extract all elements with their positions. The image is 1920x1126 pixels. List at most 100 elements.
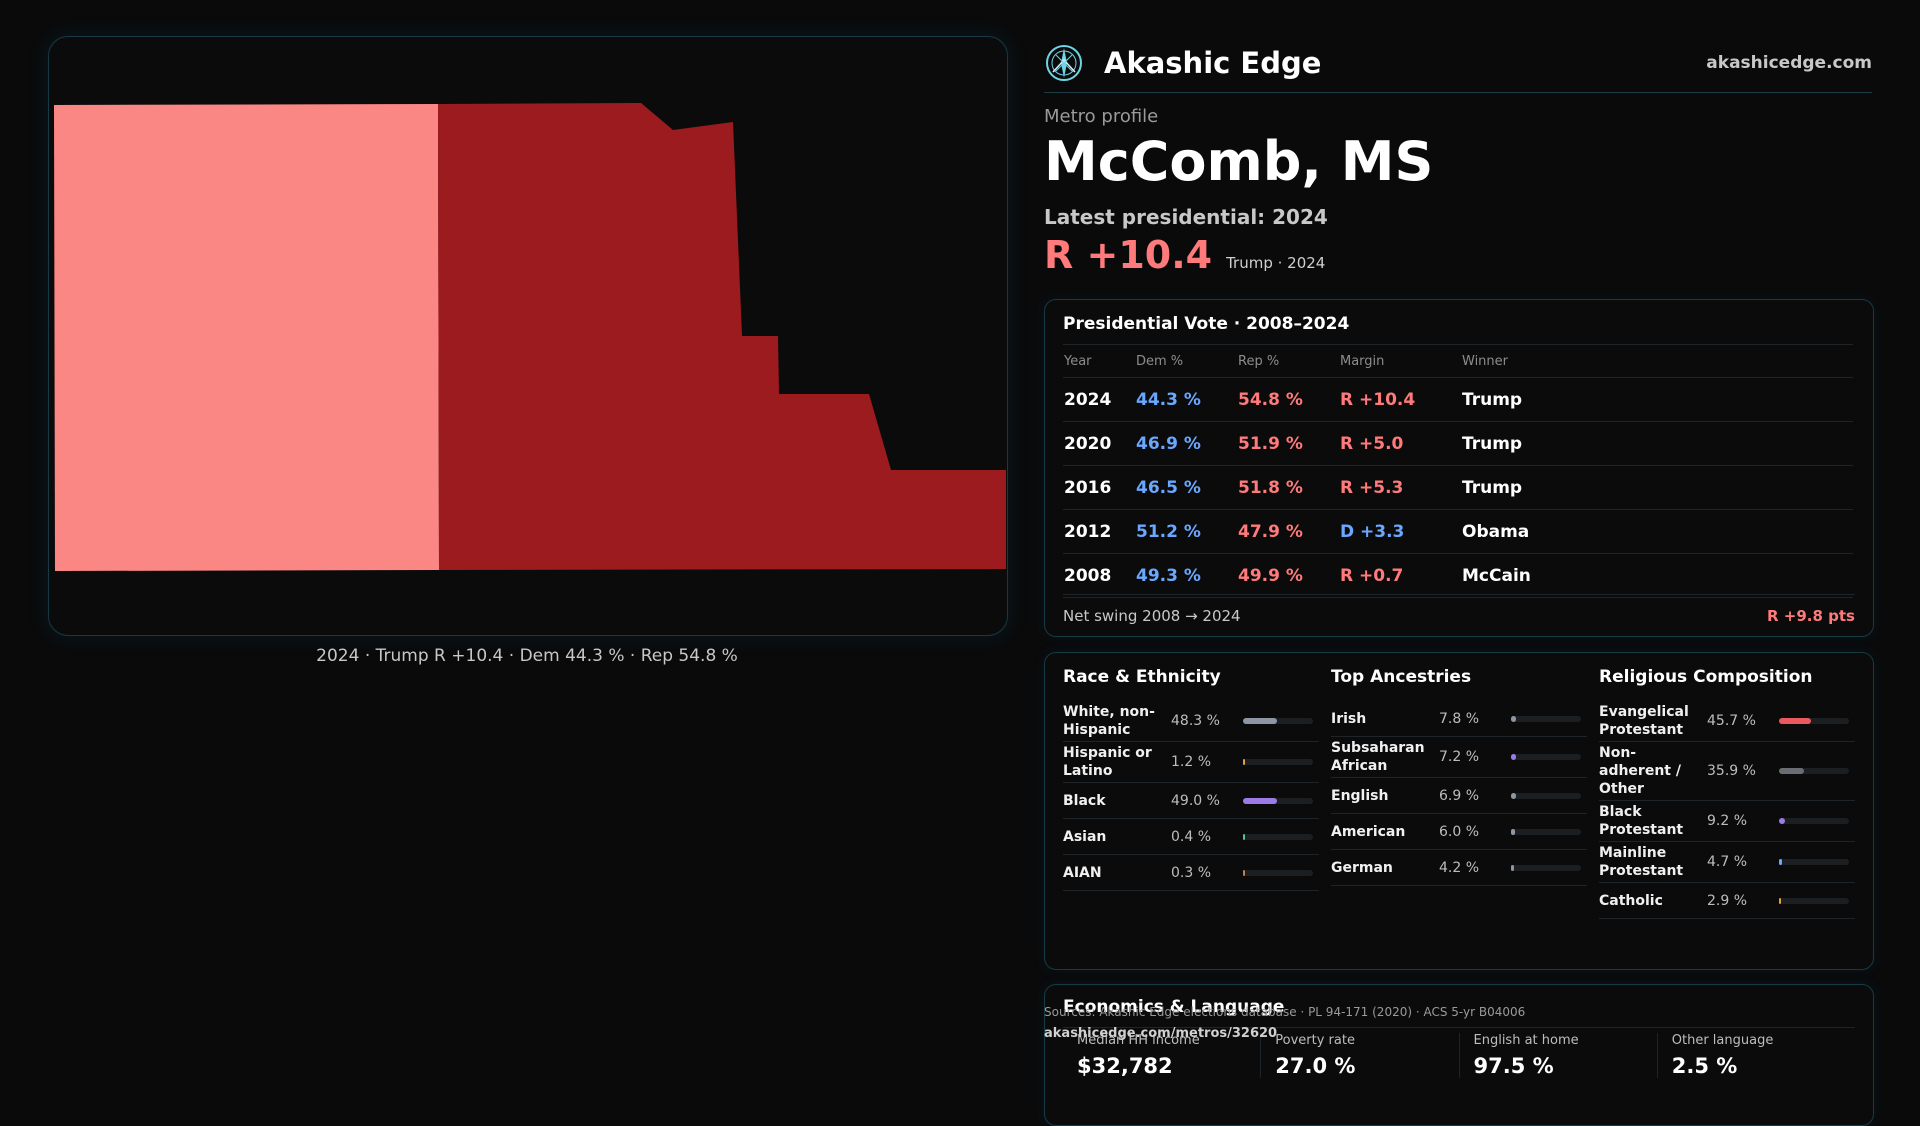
- item-percent: 0.4 %: [1171, 828, 1212, 845]
- county-shape-west[interactable]: [54, 104, 439, 571]
- item-bar: [1779, 818, 1849, 824]
- list-item: AIAN 0.3 %: [1063, 855, 1319, 891]
- table-row[interactable]: 2012 51.2 % 47.9 % D +3.3 Obama: [1063, 509, 1853, 554]
- item-bar: [1511, 754, 1581, 760]
- item-bar: [1779, 718, 1849, 724]
- item-bar-fill: [1511, 715, 1517, 722]
- list-item: Catholic 2.9 %: [1599, 883, 1855, 919]
- cell-winner: McCain: [1461, 553, 1853, 598]
- item-percent: 48.3 %: [1171, 713, 1220, 729]
- item-percent: 1.2 %: [1171, 754, 1212, 770]
- stat-label: Poverty rate: [1275, 1033, 1355, 1048]
- item-percent: 4.2 %: [1439, 859, 1480, 876]
- item-bar: [1243, 718, 1313, 724]
- item-percent: 2.9 %: [1707, 892, 1748, 909]
- header-year: Year: [1063, 344, 1135, 378]
- item-label: AIAN: [1063, 864, 1102, 881]
- item-percent: 7.8 %: [1439, 710, 1480, 727]
- list-item: Non-adherent / Other 35.9 %: [1599, 742, 1855, 801]
- list-item: Mainline Protestant 4.7 %: [1599, 842, 1855, 883]
- county-shape-east[interactable]: [438, 103, 1006, 570]
- cell-rep: 49.9 %: [1237, 553, 1339, 598]
- item-bar-fill: [1779, 718, 1811, 724]
- cell-rep: 51.8 %: [1237, 465, 1339, 510]
- item-bar-fill: [1779, 897, 1782, 904]
- item-bar-fill: [1511, 864, 1514, 871]
- compass-rose-icon: [1046, 45, 1082, 81]
- stat-label: Other language: [1671, 1033, 1774, 1048]
- item-percent: 35.9 %: [1707, 763, 1756, 779]
- item-bar: [1511, 715, 1581, 722]
- item-bar-fill: [1511, 754, 1517, 760]
- cell-year: 2012: [1063, 509, 1135, 554]
- map-panel[interactable]: [48, 36, 1008, 636]
- list-item: American 6.0 %: [1331, 814, 1587, 850]
- page-url[interactable]: akashicedge.com/metros/32620: [1044, 1026, 1278, 1041]
- county-map[interactable]: [49, 37, 1007, 635]
- item-label: Asian: [1063, 828, 1107, 845]
- header-rep: Rep %: [1237, 344, 1339, 378]
- latest-margin: R +10.4 Trump · 2024: [1044, 236, 1325, 274]
- item-bar: [1511, 864, 1581, 871]
- item-bar-fill: [1243, 797, 1278, 804]
- table-row[interactable]: 2024 44.3 % 54.8 % R +10.4 Trump: [1063, 377, 1853, 422]
- latest-presidential-label: Latest presidential: 2024: [1044, 205, 1328, 229]
- margin-winner: Trump · 2024: [1226, 254, 1326, 272]
- net-swing-value: R +9.8 pts: [1767, 607, 1855, 625]
- ancestries-title: Top Ancestries: [1331, 667, 1472, 687]
- item-bar-fill: [1243, 759, 1245, 765]
- ancestries-section: Top Ancestries Irish 7.8 % Subsaharan Afri…: [1331, 667, 1587, 886]
- cell-margin: R +5.3: [1339, 465, 1461, 510]
- site-link[interactable]: akashicedge.com: [1706, 53, 1872, 73]
- item-label: Hispanic or Latino: [1063, 745, 1152, 779]
- cell-year: 2016: [1063, 465, 1135, 510]
- item-label: Catholic: [1599, 892, 1663, 909]
- item-bar: [1511, 828, 1581, 835]
- item-percent: 49.0 %: [1171, 792, 1220, 809]
- item-bar-fill: [1779, 859, 1783, 865]
- net-swing-label: Net swing 2008 → 2024: [1063, 607, 1241, 625]
- item-bar-fill: [1243, 833, 1245, 840]
- item-bar-fill: [1511, 792, 1516, 799]
- demographics-card: Race & Ethnicity White, non-Hispanic 48.3…: [1044, 652, 1874, 970]
- stat-median-income: Median HH income $32,782: [1063, 1033, 1260, 1078]
- item-label: White, non-Hispanic: [1063, 704, 1155, 738]
- item-label: Black: [1063, 792, 1106, 809]
- cell-rep: 47.9 %: [1237, 509, 1339, 554]
- item-label: German: [1331, 859, 1393, 876]
- stat-value: 27.0 %: [1275, 1054, 1356, 1078]
- vote-table: Year Dem % Rep % Margin Winner 2024 44.3…: [1063, 344, 1853, 598]
- stat-value: 97.5 %: [1473, 1054, 1554, 1078]
- page-title: McComb, MS: [1044, 130, 1434, 193]
- stat-value: 2.5 %: [1671, 1054, 1738, 1078]
- app-header: Akashic Edge akashicedge.com: [1044, 34, 1872, 93]
- list-item: Irish 7.8 %: [1331, 701, 1587, 737]
- vote-card-title: Presidential Vote · 2008–2024: [1063, 314, 1350, 334]
- cell-margin: D +3.3: [1339, 509, 1461, 554]
- header-winner: Winner: [1461, 344, 1853, 378]
- list-item: Hispanic or Latino 1.2 %: [1063, 742, 1319, 783]
- cell-dem: 49.3 %: [1135, 553, 1237, 598]
- economics-title: Economics & Language: [1063, 997, 1285, 1017]
- list-item: Black 49.0 %: [1063, 783, 1319, 819]
- brand-name: Akashic Edge: [1104, 46, 1322, 80]
- net-swing: Net swing 2008 → 2024 R +9.8 pts: [1063, 594, 1855, 625]
- table-row[interactable]: 2008 49.3 % 49.9 % R +0.7 McCain: [1063, 553, 1853, 598]
- cell-dem: 44.3 %: [1135, 377, 1237, 422]
- list-item: Subsaharan African 7.2 %: [1331, 737, 1587, 778]
- table-row[interactable]: 2020 46.9 % 51.9 % R +5.0 Trump: [1063, 421, 1853, 466]
- table-row[interactable]: 2016 46.5 % 51.8 % R +5.3 Trump: [1063, 465, 1853, 510]
- item-bar: [1779, 859, 1849, 865]
- item-percent: 9.2 %: [1707, 813, 1748, 829]
- item-bar: [1243, 833, 1313, 840]
- list-item: German 4.2 %: [1331, 850, 1587, 886]
- header-dem: Dem %: [1135, 344, 1237, 378]
- stat-other-language: Other language 2.5 %: [1656, 1033, 1855, 1078]
- item-label: Evangelical Protestant: [1599, 704, 1689, 738]
- cell-dem: 51.2 %: [1135, 509, 1237, 554]
- item-bar: [1779, 897, 1849, 904]
- margin-value: R +10.4: [1044, 233, 1213, 277]
- stat-poverty-rate: Poverty rate 27.0 %: [1260, 1033, 1458, 1078]
- cell-winner: Trump: [1461, 377, 1853, 422]
- item-percent: 7.2 %: [1439, 749, 1480, 765]
